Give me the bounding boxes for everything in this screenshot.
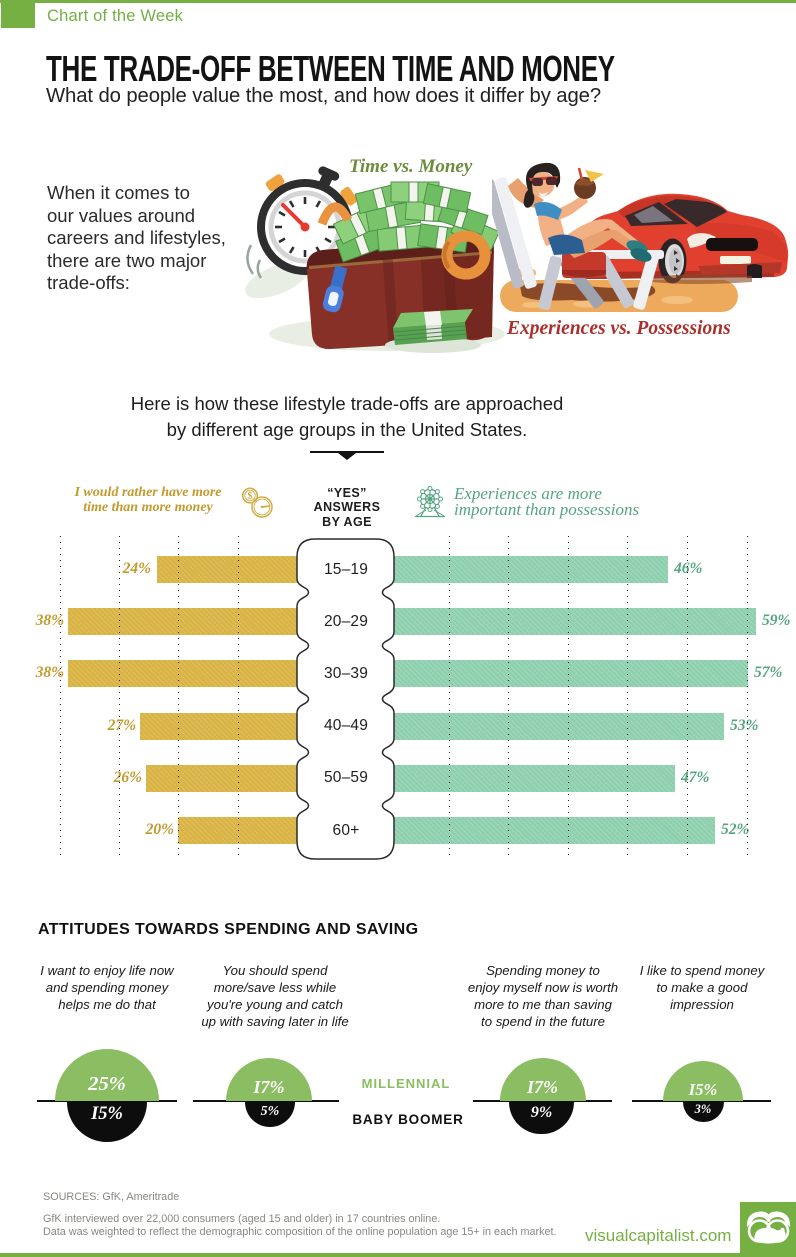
svg-text:$: $ <box>248 491 253 502</box>
